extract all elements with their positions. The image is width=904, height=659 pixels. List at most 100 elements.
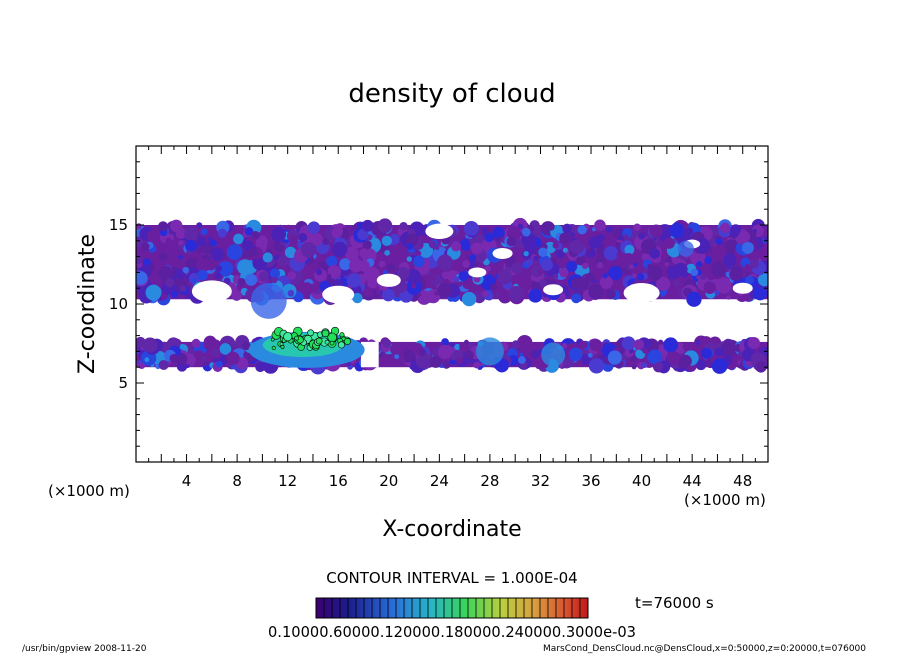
density-cell — [386, 354, 395, 363]
density-cell — [605, 289, 616, 300]
density-cell — [217, 261, 234, 277]
y-tick-label: 10 — [109, 295, 128, 313]
density-cell — [451, 241, 462, 252]
density-cell — [396, 266, 410, 280]
density-cell — [703, 281, 716, 295]
density-cell — [508, 285, 525, 302]
density-cell — [458, 270, 469, 282]
density-cell — [357, 228, 369, 241]
y-tick-label: 15 — [109, 216, 128, 234]
clear-gap — [191, 280, 232, 303]
density-cell — [269, 268, 281, 279]
density-cell — [603, 246, 619, 261]
density-cell — [482, 227, 488, 234]
density-cell — [518, 356, 526, 364]
density-cell — [571, 293, 582, 304]
density-cell — [241, 341, 251, 351]
density-cell — [141, 242, 150, 251]
density-cell — [324, 339, 330, 345]
density-cell — [238, 343, 243, 348]
density-cell — [714, 290, 720, 296]
density-cell — [523, 251, 529, 257]
x-tick-label: 32 — [531, 472, 550, 490]
density-cell — [245, 273, 258, 286]
density-cell — [585, 272, 596, 283]
density-cell — [331, 227, 343, 239]
density-cell — [569, 239, 585, 255]
density-cell — [136, 223, 142, 230]
density-cell — [656, 276, 671, 291]
density-cell — [329, 340, 335, 346]
density-cell — [715, 277, 732, 294]
density-cell — [223, 277, 231, 285]
cloud-density-field — [136, 217, 768, 375]
density-cell — [441, 349, 448, 355]
density-cell — [666, 350, 681, 365]
density-cell — [602, 273, 608, 279]
density-cell — [441, 271, 450, 280]
density-cell — [694, 335, 709, 350]
x-tick-label: 8 — [232, 472, 242, 490]
density-cell — [701, 347, 713, 359]
density-cell — [673, 279, 680, 287]
density-cell — [347, 361, 352, 366]
density-cell — [581, 262, 589, 270]
density-cell — [169, 219, 183, 233]
density-cell — [307, 221, 321, 234]
density-cell — [699, 273, 707, 280]
density-cell — [460, 238, 470, 248]
density-cell — [332, 241, 348, 258]
x-tick-label: 44 — [683, 472, 702, 490]
density-cell — [462, 260, 470, 268]
density-cell — [165, 237, 172, 244]
density-cell — [745, 275, 754, 285]
density-cell — [142, 337, 158, 353]
density-cell — [147, 230, 160, 243]
density-cell — [711, 244, 727, 260]
density-cell — [473, 361, 480, 369]
density-cell — [442, 360, 451, 369]
density-cell — [528, 288, 543, 303]
density-cell — [562, 247, 568, 253]
density-cell — [399, 222, 408, 231]
density-cell — [406, 269, 422, 285]
density-cell — [144, 357, 150, 363]
density-cell — [569, 232, 575, 238]
density-cell — [359, 248, 370, 259]
density-cell — [506, 225, 521, 240]
density-cell — [271, 345, 276, 351]
density-cell — [481, 290, 489, 297]
density-cell — [570, 277, 583, 290]
density-cell — [326, 255, 338, 267]
clear-gap — [623, 283, 660, 303]
density-cell — [719, 222, 731, 233]
density-cell — [382, 339, 392, 348]
density-cell — [546, 223, 555, 231]
density-cell — [654, 361, 664, 371]
density-cell — [197, 269, 208, 281]
density-cell — [755, 361, 767, 373]
density-cell — [186, 249, 191, 255]
density-cell — [231, 290, 243, 301]
density-cell — [561, 342, 568, 349]
y-axis: 5 10 15 — [109, 161, 768, 447]
density-cell — [685, 227, 694, 236]
density-cell — [412, 255, 425, 268]
x-tick-label: 4 — [182, 472, 192, 490]
density-cell — [287, 271, 296, 280]
density-cell — [217, 228, 227, 238]
density-cell — [498, 289, 512, 304]
x-unit-left: (×1000 m) — [48, 482, 130, 500]
y-tick-label: 5 — [118, 374, 128, 392]
density-cell — [695, 359, 707, 371]
density-cell — [284, 246, 297, 259]
density-cell — [203, 360, 210, 367]
density-cell — [258, 271, 269, 282]
density-cell — [749, 259, 759, 269]
time-label: t=76000 s — [635, 594, 714, 612]
density-cell — [158, 252, 168, 262]
density-cell — [196, 222, 203, 229]
density-cell — [456, 356, 464, 365]
density-cell — [418, 348, 427, 357]
density-cell — [741, 241, 754, 254]
